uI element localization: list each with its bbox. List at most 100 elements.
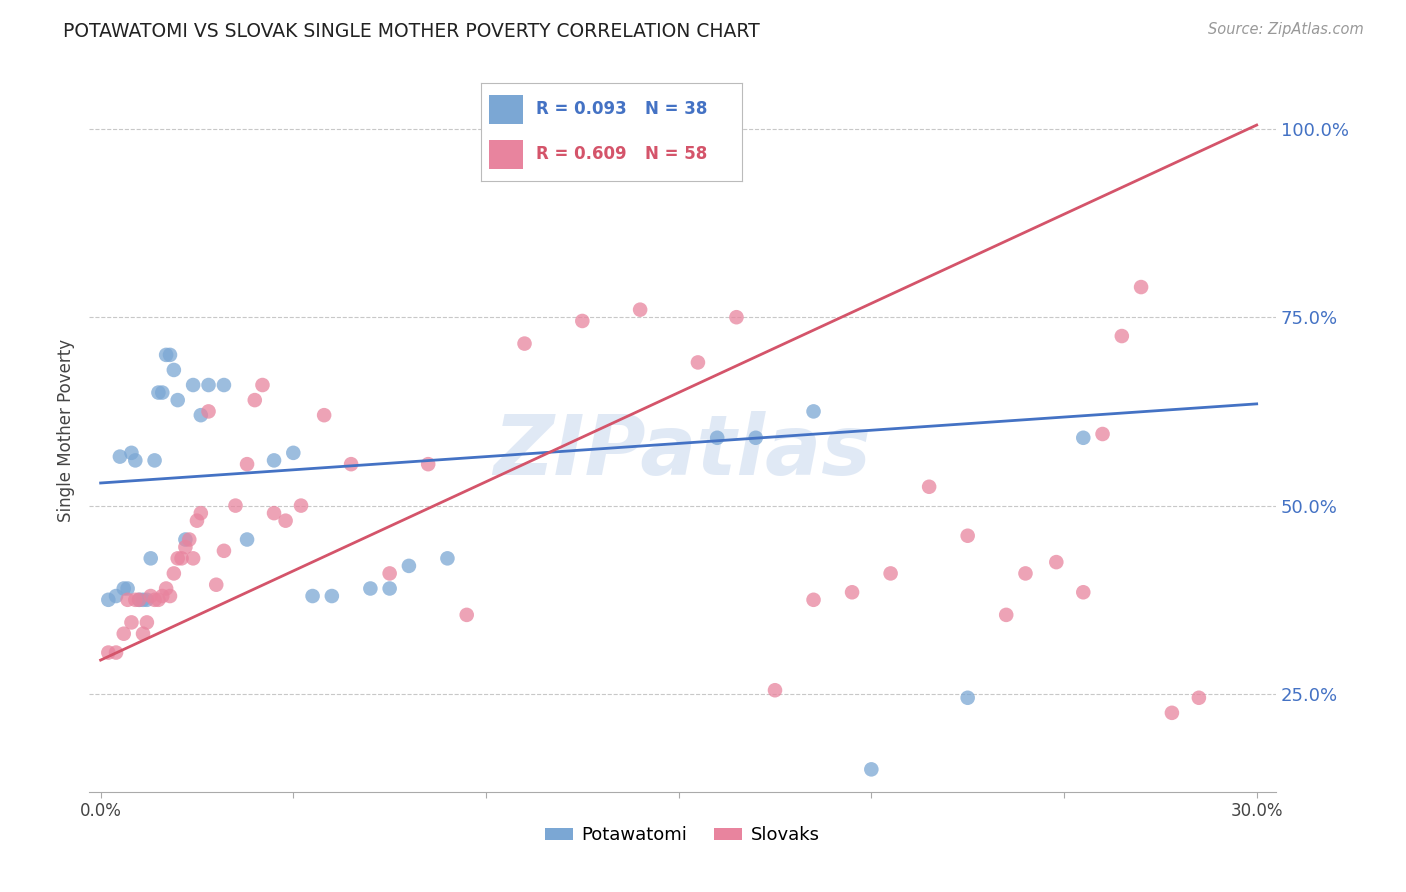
Point [117,582,139,596]
Point [97,646,120,660]
Point [120,615,142,630]
Point [181,378,204,392]
Point [236,457,259,471]
Point [197,404,219,418]
Point [841,585,863,599]
Point [166,393,188,408]
Point [112,626,135,640]
Point [132,592,155,607]
Point [197,378,219,392]
Point [190,506,212,520]
Point [135,592,157,607]
Point [190,408,212,422]
Point [148,592,170,607]
Point [1091,427,1114,442]
Point [340,457,363,471]
Point [124,592,146,607]
Point [745,431,768,445]
Point [224,499,246,513]
Point [148,385,170,400]
Point [243,393,266,408]
Point [166,551,188,566]
Point [174,540,197,554]
Point [263,453,285,467]
Point [571,314,593,328]
Point [252,378,274,392]
Point [163,363,186,377]
Point [139,551,162,566]
Point [108,450,131,464]
Point [124,453,146,467]
Point [290,499,312,513]
Point [995,607,1018,622]
Point [1130,280,1153,294]
Point [179,533,201,547]
Point [174,533,197,547]
Point [725,310,748,325]
Point [159,348,181,362]
Point [956,529,979,543]
Point [1111,329,1133,343]
Point [139,589,162,603]
Point [860,763,883,777]
Point [150,589,173,603]
Point [274,514,297,528]
Point [1045,555,1067,569]
Point [803,592,825,607]
Point [918,480,941,494]
Point [128,592,150,607]
Point [879,566,901,581]
Point [1161,706,1184,720]
Point [1071,431,1094,445]
Point [436,551,458,566]
Y-axis label: Single Mother Poverty: Single Mother Poverty [58,339,75,522]
Point [163,566,186,581]
Point [763,683,786,698]
Point [150,385,173,400]
Point [398,558,420,573]
Point [263,506,285,520]
Point [205,578,228,592]
Point [378,566,401,581]
Point [314,408,336,422]
Point [135,615,157,630]
Text: ZIPatlas: ZIPatlas [494,411,872,492]
Point [1188,690,1211,705]
Point [143,592,166,607]
Point [803,404,825,418]
Point [155,348,177,362]
Legend: Potawatomi, Slovaks: Potawatomi, Slovaks [546,826,820,845]
Point [112,582,135,596]
Point [105,589,128,603]
Point [128,592,150,607]
Point [132,626,155,640]
Point [212,378,235,392]
Point [359,582,381,596]
Point [418,457,440,471]
Point [186,514,208,528]
Point [513,336,536,351]
Point [283,446,305,460]
Text: POTAWATOMI VS SLOVAK SINGLE MOTHER POVERTY CORRELATION CHART: POTAWATOMI VS SLOVAK SINGLE MOTHER POVER… [63,22,761,41]
Point [301,589,323,603]
Point [170,551,193,566]
Point [97,592,120,607]
Text: Source: ZipAtlas.com: Source: ZipAtlas.com [1208,22,1364,37]
Point [181,551,204,566]
Point [706,431,728,445]
Point [212,544,235,558]
Point [143,453,166,467]
Point [321,589,343,603]
Point [686,355,709,369]
Point [117,592,139,607]
Point [956,690,979,705]
Point [236,533,259,547]
Point [1014,566,1036,581]
Point [378,582,401,596]
Point [628,302,651,317]
Point [155,582,177,596]
Point [120,446,142,460]
Point [456,607,478,622]
Point [1071,585,1094,599]
Point [105,646,128,660]
